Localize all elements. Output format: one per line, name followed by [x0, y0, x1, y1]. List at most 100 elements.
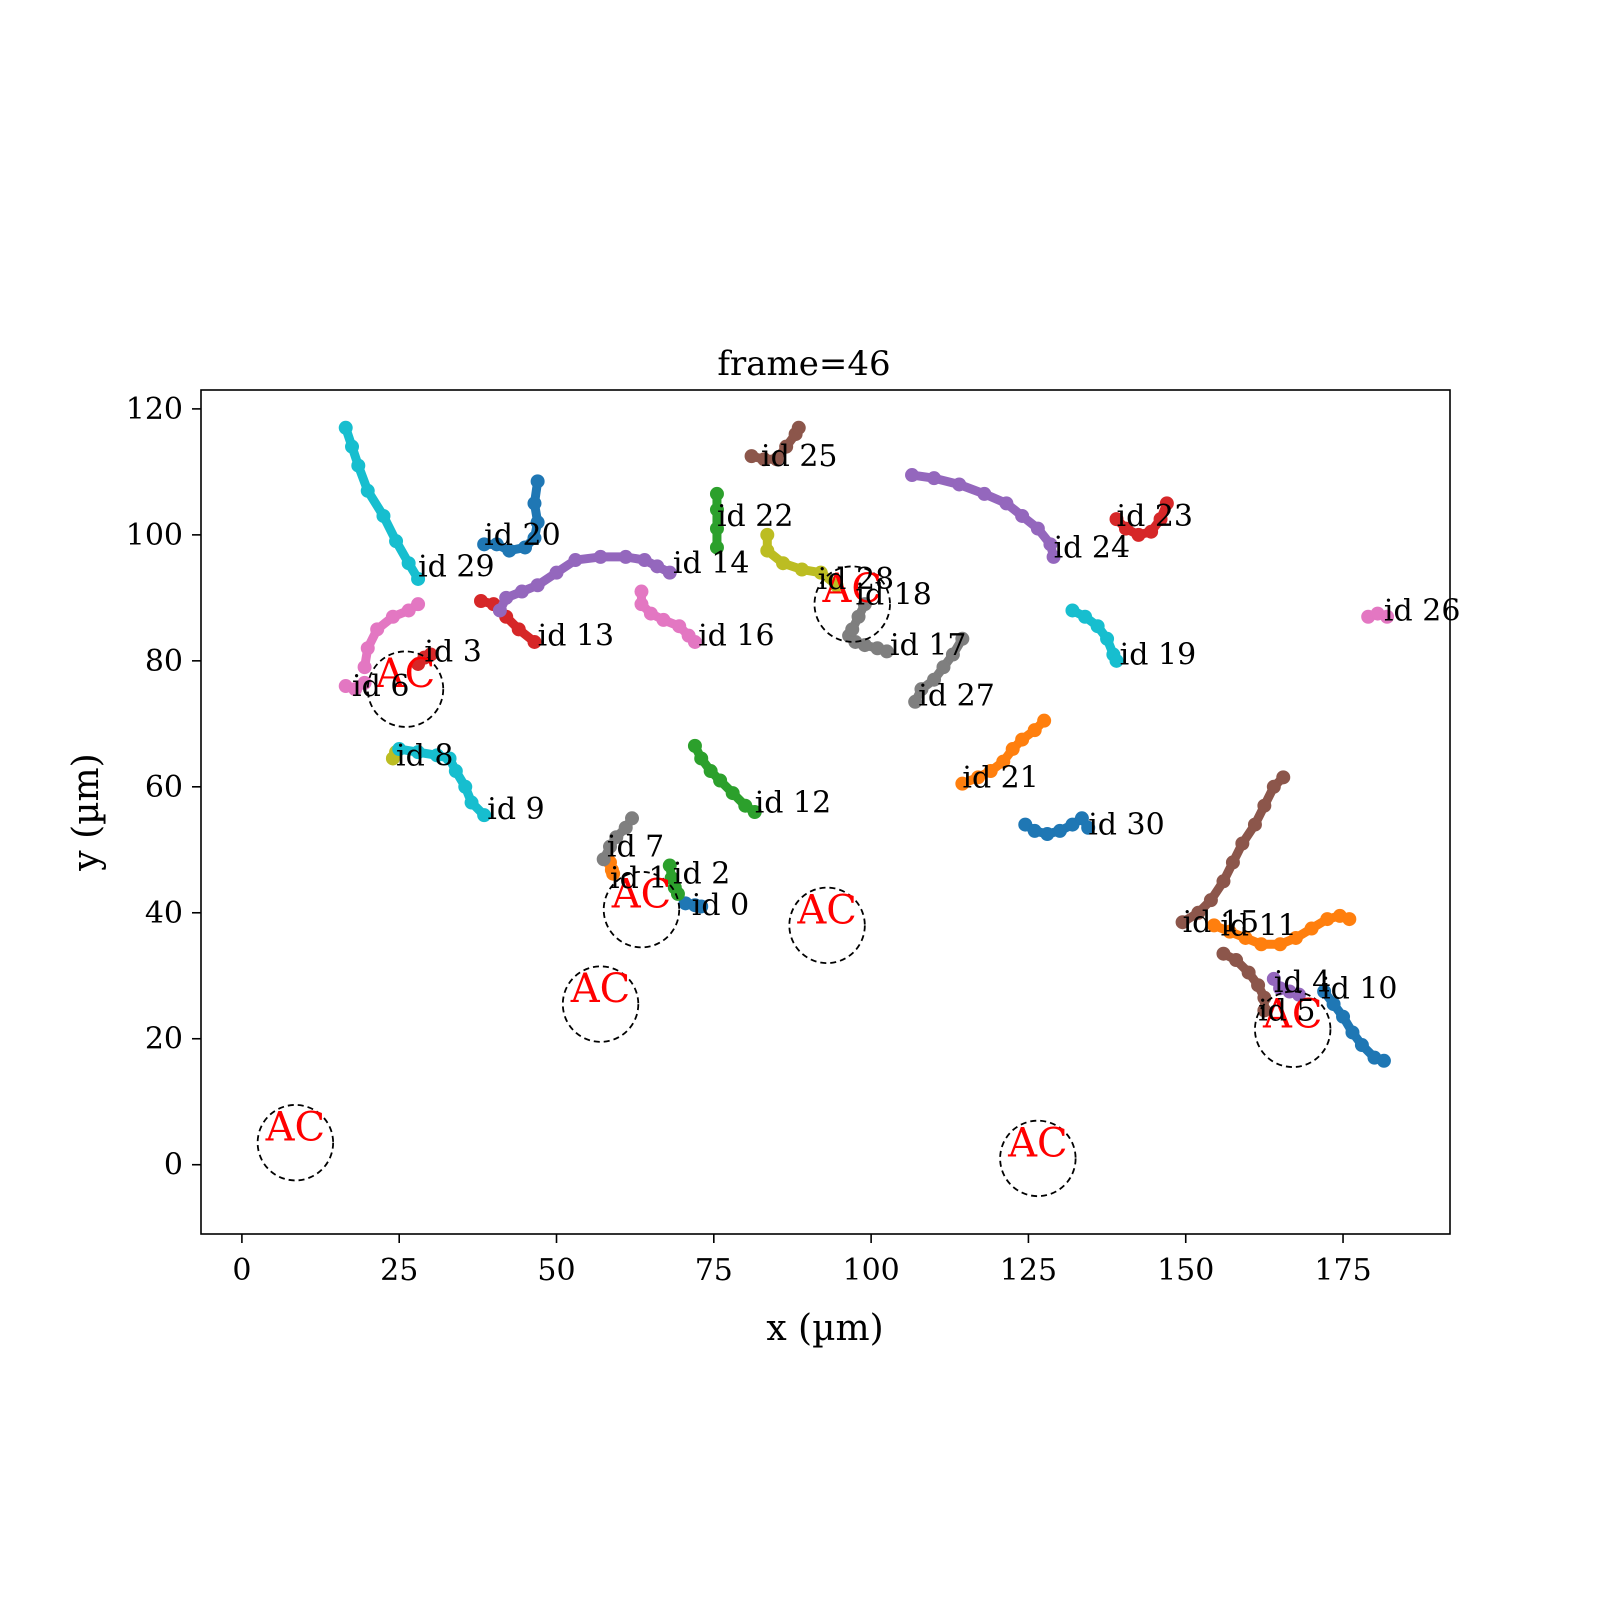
track-point: [1203, 893, 1218, 908]
track-id-label: id 1: [610, 861, 667, 896]
track-id-label: id 16: [698, 619, 775, 654]
track-point: [1247, 817, 1262, 832]
track-point: [1251, 978, 1266, 993]
track-point: [360, 483, 375, 498]
track-point: [338, 420, 353, 435]
track-point: [634, 597, 649, 612]
track-point: [1040, 827, 1055, 842]
track-point: [813, 565, 828, 580]
track-point: [971, 770, 986, 785]
y-axis: 0 20 40 60 80 100 120: [126, 392, 201, 1183]
track-point: [914, 682, 929, 697]
track-point: [345, 439, 360, 454]
track-id-label: id 15: [1183, 905, 1260, 940]
track-id-label: id 10: [1321, 971, 1398, 1006]
track-point: [634, 584, 649, 599]
track-id-6: [338, 675, 372, 697]
track-id-label: id 5: [1258, 993, 1315, 1028]
track-point: [1345, 1025, 1360, 1040]
track-point: [609, 830, 624, 845]
track-point: [709, 540, 724, 555]
track-point: [955, 631, 970, 646]
track-point: [1159, 496, 1174, 511]
track-point: [662, 565, 677, 580]
track-point: [794, 562, 809, 577]
track-point: [983, 764, 998, 779]
track-id-label: id 27: [918, 678, 995, 713]
track-id-label: id 18: [855, 578, 932, 613]
track-point: [527, 634, 542, 649]
track-point: [656, 612, 671, 627]
track-point: [1191, 905, 1206, 920]
track-point: [1276, 770, 1291, 785]
track-id-18: [845, 597, 872, 637]
track-point: [518, 540, 533, 555]
track-id-label: id 25: [761, 439, 838, 474]
track-point: [511, 622, 526, 637]
track-point: [769, 452, 784, 467]
track-id-label: id 8: [396, 738, 453, 773]
track-point: [1376, 1053, 1391, 1068]
track-point: [1354, 1038, 1369, 1053]
track-point: [1235, 836, 1250, 851]
x-axis-label: x (µm): [766, 1308, 883, 1349]
track-point: [694, 899, 709, 914]
ac-circle: [256, 1104, 335, 1182]
track-point: [442, 751, 457, 766]
ac-label: AC: [821, 566, 882, 612]
track-point: [1320, 912, 1335, 927]
track-point: [927, 672, 942, 687]
track-id-label: id 13: [538, 619, 615, 654]
track-point: [955, 776, 970, 791]
x-tick-label: 125: [1000, 1253, 1057, 1288]
y-axis-label: y (µm): [66, 753, 107, 871]
track-point: [351, 458, 366, 473]
track-point: [1222, 924, 1237, 939]
track-id-label: id 3: [424, 634, 481, 669]
track-point: [1317, 984, 1332, 999]
track-point: [687, 738, 702, 753]
track-point: [392, 742, 407, 757]
track-id-label: id 28: [818, 562, 895, 597]
tracks-layer: [338, 420, 1395, 1068]
track-point: [385, 609, 400, 624]
track-point: [1052, 823, 1067, 838]
track-id-28: [760, 527, 844, 593]
track-point: [514, 584, 529, 599]
track-id-14: [492, 549, 677, 618]
track-point: [1109, 653, 1124, 668]
track-id-25: [744, 420, 806, 467]
track-point: [879, 644, 894, 659]
track-point: [703, 764, 718, 779]
track-id-label: id 4: [1274, 965, 1331, 1000]
track-point: [1304, 921, 1319, 936]
ac-circle: [788, 886, 866, 965]
ac-circle: [813, 565, 891, 643]
track-point: [1342, 912, 1357, 927]
track-id-label: id 29: [418, 549, 495, 584]
track-point: [747, 805, 762, 819]
x-tick-label: 175: [1314, 1253, 1371, 1288]
track-id-29: [338, 420, 426, 586]
track-id-label: id 0: [692, 888, 749, 923]
track-id-label: id 11: [1220, 908, 1297, 943]
track-labels-layer: id 0 id 1 id 2 id 3 id 4id 5 id 6 id 7 id 8 id 9…: [352, 439, 1460, 1028]
track-point: [1118, 521, 1133, 536]
track-point: [1225, 855, 1240, 870]
y-tick-label: 100: [126, 518, 183, 553]
track-id-21: [955, 713, 1052, 791]
track-point: [1254, 937, 1269, 952]
track-point: [650, 559, 665, 574]
ac-layer: AC AC AC AC AC AC AC AC: [256, 565, 1332, 1198]
x-tick-label: 75: [695, 1253, 733, 1288]
track-point: [411, 571, 426, 586]
track-point: [857, 597, 872, 612]
track-point: [709, 502, 724, 517]
track-point: [1380, 609, 1395, 624]
track-point: [725, 786, 740, 801]
ac-circle: [1254, 990, 1332, 1068]
track-id-0: [678, 896, 709, 914]
track-point: [1015, 508, 1030, 523]
